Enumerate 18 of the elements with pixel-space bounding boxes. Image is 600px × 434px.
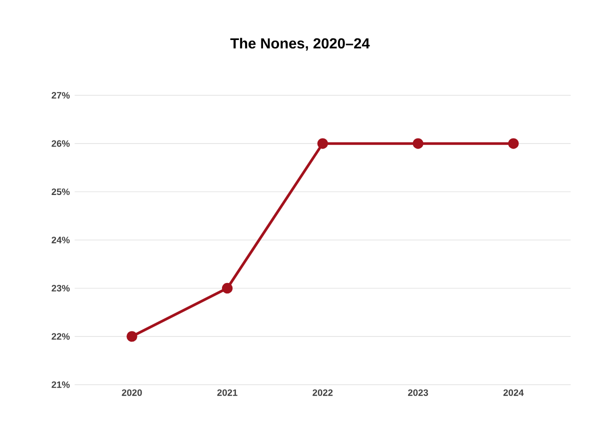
y-tick-label: 24% [52, 236, 70, 244]
chart-title: The Nones, 2020–24 [230, 38, 370, 51]
x-tick-label: 2020 [122, 389, 142, 396]
y-tick-label: 25% [52, 188, 70, 196]
point [508, 138, 519, 149]
point [412, 138, 424, 149]
y-tick-label: 23% [52, 284, 70, 292]
x-tick-label: 2023 [408, 389, 428, 396]
point [317, 138, 328, 149]
x-tick-label: 2021 [217, 389, 238, 396]
y-tick-label: 21% [52, 381, 70, 388]
y-tick-label: 22% [52, 333, 70, 340]
point [222, 282, 233, 294]
x-tick-label: 2022 [312, 389, 333, 396]
point [126, 331, 138, 342]
x-tick-label: 2024 [503, 389, 524, 396]
y-tick-label: 26% [52, 140, 70, 147]
y-tick-label: 27% [52, 92, 70, 99]
